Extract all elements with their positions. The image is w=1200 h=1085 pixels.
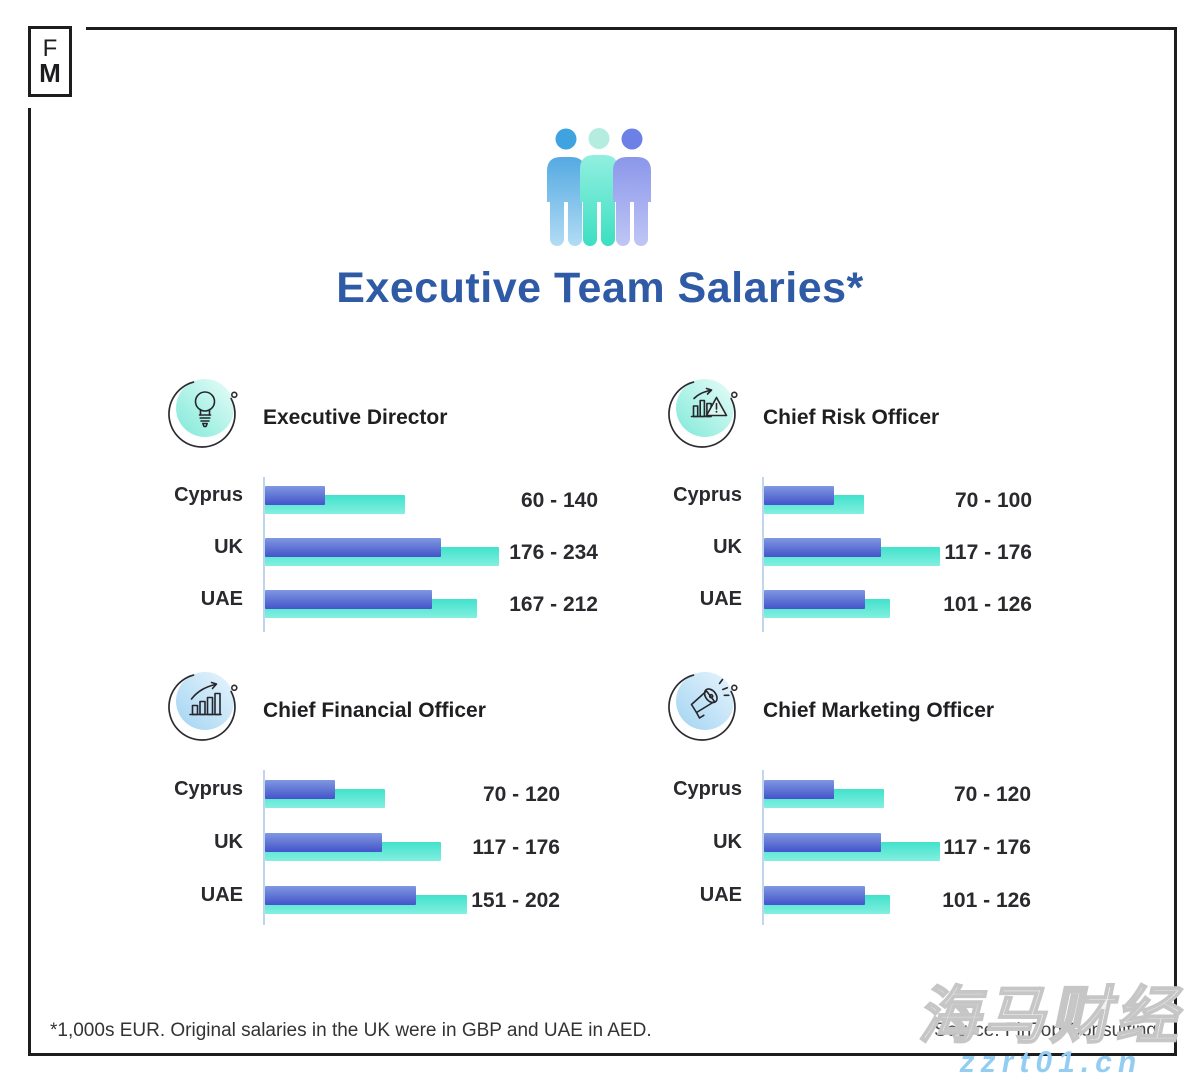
range-value: 70 - 100	[954, 489, 1032, 512]
lightbulb-icon-badge	[168, 379, 238, 448]
bar-min	[764, 486, 834, 505]
bar-min	[265, 538, 441, 557]
person-middle	[580, 128, 618, 246]
row-label: UK	[713, 536, 742, 558]
megaphone-icon	[690, 678, 730, 719]
row-label: UK	[214, 536, 243, 558]
panel-chief-financial-officer: Chief Financial Officer Cyprus 70 - 120 UK 1…	[165, 668, 625, 946]
panel-chief-risk-officer: Chief Risk Officer Cyprus 70 - 100 UK 117 - …	[665, 375, 1065, 643]
person-left	[547, 128, 585, 246]
panel-title: Chief Marketing Officer	[763, 699, 995, 722]
brand-logo-letter-f: F	[42, 34, 58, 62]
bar-min	[764, 590, 865, 609]
risk-chart-warning-icon	[690, 387, 728, 418]
axis-line	[263, 477, 265, 632]
range-value: 101 - 126	[942, 889, 1031, 912]
range-value: 167 - 212	[509, 593, 598, 616]
row-label: Cyprus	[673, 484, 742, 506]
brand-logo: F M	[28, 26, 72, 97]
footnote: *1,000s EUR. Original salaries in the UK…	[50, 1020, 652, 1041]
row-label: Cyprus	[174, 778, 243, 800]
brand-logo-letter-m: M	[39, 57, 61, 88]
bar-min	[764, 833, 881, 852]
risk-chart-warning-icon-badge	[668, 379, 738, 448]
range-value: 176 - 234	[509, 541, 598, 564]
frame-border-bottom	[28, 1053, 1177, 1056]
bar-min	[764, 780, 834, 799]
range-value: 60 - 140	[520, 489, 598, 512]
watermark-cjk: 海马财经	[914, 981, 1195, 1052]
row-label: UK	[214, 831, 243, 853]
bar-min	[265, 780, 335, 799]
range-value: 117 - 176	[943, 836, 1031, 859]
row-label: UK	[713, 831, 742, 853]
range-value: 70 - 120	[482, 783, 560, 806]
bar-min	[265, 886, 416, 905]
row-label: UAE	[699, 588, 742, 610]
sketch-ring	[168, 674, 236, 741]
megaphone-icon-badge	[668, 672, 738, 741]
sketch-ring	[168, 381, 236, 448]
watermark-url: zzrt01.cn	[957, 1046, 1146, 1079]
sketch-ring	[668, 381, 736, 448]
growth-bars-icon-badge	[168, 672, 238, 741]
bar-min	[764, 538, 881, 557]
row-label: UAE	[699, 884, 742, 906]
person-right	[613, 128, 651, 246]
axis-line	[762, 477, 764, 632]
lightbulb-icon	[194, 391, 216, 428]
axis-line	[762, 770, 764, 925]
panel-chief-marketing-officer: Chief Marketing Officer Cyprus 70 - 120 UK 1…	[665, 668, 1065, 946]
row-label: Cyprus	[174, 484, 243, 506]
page-title: Executive Team Salaries*	[336, 264, 864, 312]
panel-title: Chief Financial Officer	[263, 699, 486, 722]
frame-border-top	[86, 27, 1177, 30]
bar-min	[764, 886, 865, 905]
bar-min	[265, 590, 432, 609]
row-label: Cyprus	[673, 778, 742, 800]
range-value: 117 - 176	[944, 541, 1032, 564]
sketch-ring	[668, 674, 736, 741]
bar-min	[265, 486, 325, 505]
row-label: UAE	[200, 588, 243, 610]
range-value: 101 - 126	[943, 593, 1032, 616]
range-value: 151 - 202	[471, 889, 560, 912]
growth-bars-icon	[189, 681, 222, 716]
frame-border-right	[1174, 27, 1177, 1056]
range-value: 117 - 176	[472, 836, 560, 859]
row-label: UAE	[200, 884, 243, 906]
panel-title: Chief Risk Officer	[763, 406, 940, 429]
range-value: 70 - 120	[953, 783, 1031, 806]
bar-min	[265, 833, 382, 852]
team-people-icon	[547, 128, 651, 246]
panel-title: Executive Director	[263, 406, 448, 429]
frame-border-left	[28, 108, 31, 1056]
panel-executive-director: Executive Director Cyprus 60 - 140 UK 176 - …	[165, 375, 625, 643]
axis-line	[263, 770, 265, 925]
source-credit: Source: FinTop Consulting	[934, 1020, 1157, 1041]
